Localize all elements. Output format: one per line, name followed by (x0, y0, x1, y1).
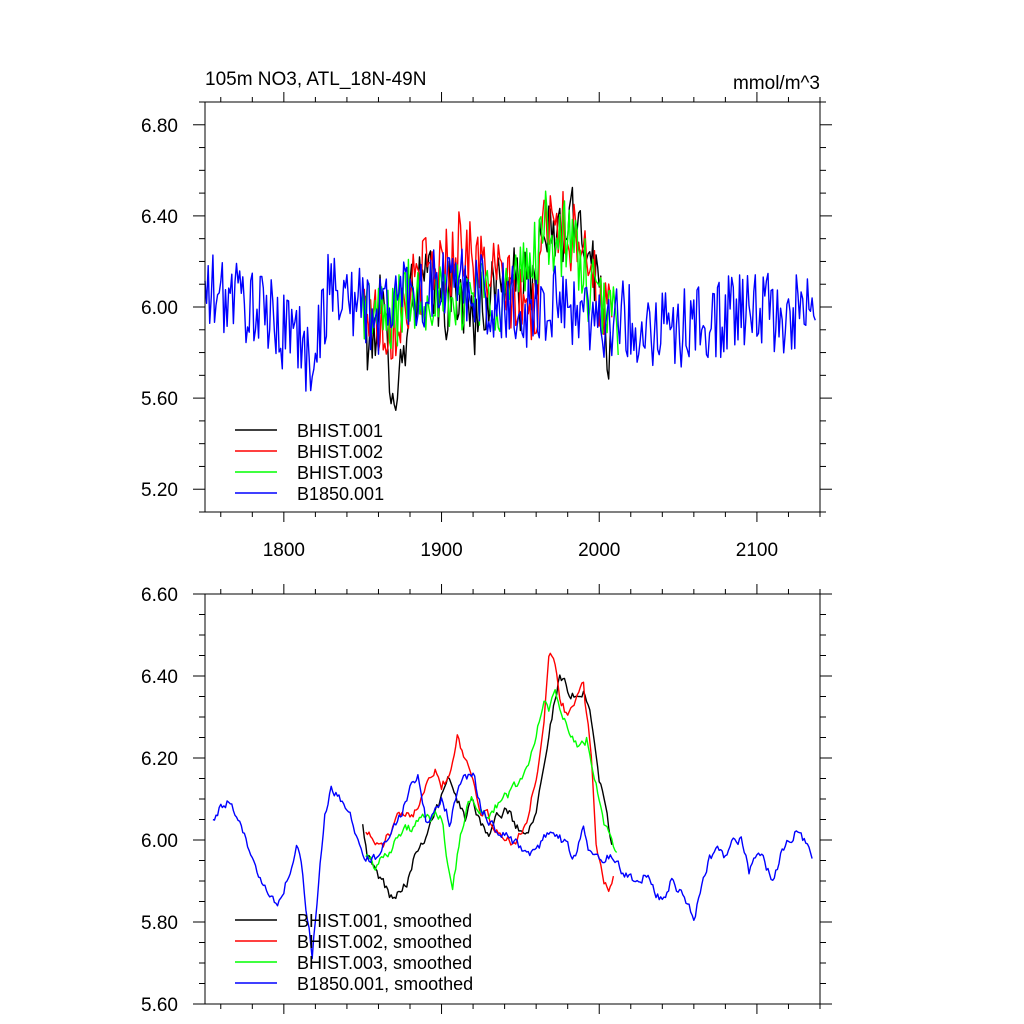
y-tick-label: 6.00 (141, 831, 178, 852)
chart-title: 105m NO3, ATL_18N-49N (205, 69, 426, 90)
legend-label: B1850.001 (297, 484, 384, 504)
series-line-bhist-001-smoothed (362, 674, 613, 900)
y-tick-label: 6.00 (141, 298, 178, 319)
y-tick-label: 6.40 (141, 667, 178, 688)
legend-label: BHIST.002 (297, 442, 383, 462)
legend-label: B1850.001, smoothed (297, 974, 473, 994)
y-tick-label: 6.60 (141, 585, 178, 606)
y-tick-label: 6.20 (141, 749, 178, 770)
legend-label: BHIST.002, smoothed (297, 932, 472, 952)
y-tick-label: 5.60 (141, 389, 178, 410)
legend-label: BHIST.001 (297, 421, 383, 441)
series-line-bhist-003-smoothed (365, 689, 618, 891)
y-tick-label: 6.80 (141, 116, 178, 137)
series-line-b1850-001 (204, 248, 816, 392)
series-line-bhist-002-smoothed (365, 652, 615, 893)
x-tick-label: 2000 (578, 540, 620, 561)
x-tick-label: 1900 (420, 540, 462, 561)
top-panel: 1800 1900 2000 2100 5.20 5.60 6.00 6.40 6.80 105m… (141, 69, 832, 561)
y-tick-label: 6.40 (141, 207, 178, 228)
bottom-panel: 5.60 5.80 6.00 6.20 6.40 6.60 BHIST.001, smoot… (141, 584, 832, 1016)
legend-label: BHIST.003, smoothed (297, 953, 472, 973)
legend-label: BHIST.003 (297, 463, 383, 483)
units-label: mmol/m^3 (733, 73, 820, 94)
y-tick-label: 5.60 (141, 995, 178, 1016)
legend-label: BHIST.001, smoothed (297, 911, 472, 931)
y-tick-label: 5.20 (141, 480, 178, 501)
x-tick-label: 1800 (263, 540, 305, 561)
x-tick-label: 2100 (736, 540, 778, 561)
series-line-b1850-001-smoothed (212, 772, 813, 960)
y-tick-label: 5.80 (141, 913, 178, 934)
series-line-bhist-002 (362, 190, 613, 360)
